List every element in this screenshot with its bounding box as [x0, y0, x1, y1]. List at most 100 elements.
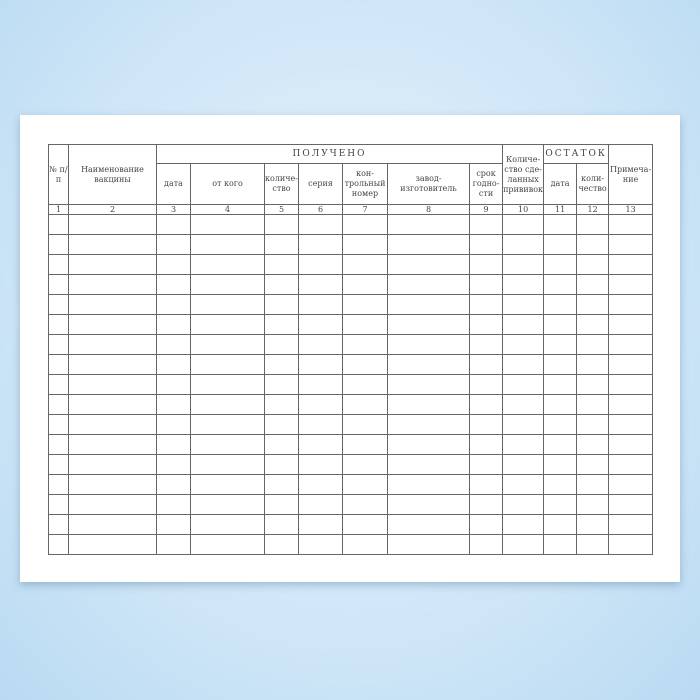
table-cell[interactable] [342, 274, 388, 295]
table-cell[interactable] [502, 314, 545, 335]
table-cell[interactable] [264, 294, 299, 315]
table-cell[interactable] [502, 334, 545, 355]
table-cell[interactable] [156, 414, 191, 435]
table-cell[interactable] [190, 394, 265, 415]
table-cell[interactable] [156, 354, 191, 375]
table-cell[interactable] [576, 294, 610, 315]
table-cell[interactable] [298, 394, 343, 415]
table-cell[interactable] [502, 234, 545, 255]
table-cell[interactable] [342, 514, 388, 535]
table-cell[interactable] [68, 314, 157, 335]
table-cell[interactable] [342, 474, 388, 495]
table-cell[interactable] [264, 334, 299, 355]
table-cell[interactable] [468, 494, 504, 515]
table-cell[interactable] [543, 294, 578, 315]
table-cell[interactable] [387, 314, 470, 335]
table-cell[interactable] [298, 234, 343, 255]
table-cell[interactable] [543, 494, 578, 515]
table-cell[interactable] [190, 274, 265, 295]
table-cell[interactable] [543, 414, 578, 435]
table-cell[interactable] [543, 314, 578, 335]
table-cell[interactable] [608, 454, 654, 475]
table-cell[interactable] [468, 454, 504, 475]
table-cell[interactable] [68, 534, 157, 555]
table-cell[interactable] [156, 234, 191, 255]
table-cell[interactable] [298, 414, 343, 435]
table-cell[interactable] [502, 514, 545, 535]
table-cell[interactable] [576, 374, 610, 395]
table-cell[interactable] [387, 534, 470, 555]
table-cell[interactable] [387, 394, 470, 415]
table-cell[interactable] [48, 334, 69, 355]
table-cell[interactable] [387, 474, 470, 495]
table-cell[interactable] [264, 434, 299, 455]
table-cell[interactable] [608, 334, 654, 355]
table-cell[interactable] [342, 494, 388, 515]
table-cell[interactable] [48, 434, 69, 455]
table-cell[interactable] [342, 374, 388, 395]
table-cell[interactable] [48, 234, 69, 255]
table-cell[interactable] [387, 214, 470, 235]
table-cell[interactable] [387, 454, 470, 475]
table-cell[interactable] [502, 494, 545, 515]
table-cell[interactable] [190, 334, 265, 355]
table-cell[interactable] [608, 254, 654, 275]
table-cell[interactable] [387, 254, 470, 275]
table-cell[interactable] [387, 334, 470, 355]
table-cell[interactable] [543, 474, 578, 495]
table-cell[interactable] [264, 454, 299, 475]
table-cell[interactable] [48, 534, 69, 555]
table-cell[interactable] [190, 234, 265, 255]
table-cell[interactable] [48, 494, 69, 515]
table-cell[interactable] [190, 514, 265, 535]
table-cell[interactable] [156, 454, 191, 475]
table-cell[interactable] [543, 454, 578, 475]
table-cell[interactable] [342, 314, 388, 335]
table-cell[interactable] [342, 434, 388, 455]
table-cell[interactable] [543, 534, 578, 555]
table-cell[interactable] [576, 254, 610, 275]
table-cell[interactable] [576, 214, 610, 235]
table-cell[interactable] [502, 534, 545, 555]
table-cell[interactable] [156, 294, 191, 315]
table-cell[interactable] [502, 294, 545, 315]
table-cell[interactable] [68, 334, 157, 355]
table-cell[interactable] [68, 514, 157, 535]
table-cell[interactable] [190, 414, 265, 435]
table-cell[interactable] [68, 394, 157, 415]
table-cell[interactable] [387, 374, 470, 395]
table-cell[interactable] [48, 474, 69, 495]
table-cell[interactable] [468, 294, 504, 315]
table-cell[interactable] [68, 414, 157, 435]
table-cell[interactable] [468, 474, 504, 495]
table-cell[interactable] [468, 374, 504, 395]
table-cell[interactable] [608, 354, 654, 375]
table-cell[interactable] [502, 454, 545, 475]
table-cell[interactable] [468, 394, 504, 415]
table-cell[interactable] [298, 354, 343, 375]
table-cell[interactable] [68, 434, 157, 455]
table-cell[interactable] [502, 354, 545, 375]
table-cell[interactable] [190, 494, 265, 515]
table-cell[interactable] [468, 274, 504, 295]
table-cell[interactable] [387, 494, 470, 515]
table-cell[interactable] [156, 394, 191, 415]
table-cell[interactable] [502, 374, 545, 395]
table-cell[interactable] [342, 254, 388, 275]
table-cell[interactable] [502, 394, 545, 415]
table-cell[interactable] [68, 274, 157, 295]
table-cell[interactable] [576, 494, 610, 515]
table-cell[interactable] [48, 394, 69, 415]
table-cell[interactable] [387, 414, 470, 435]
table-cell[interactable] [48, 414, 69, 435]
table-cell[interactable] [342, 454, 388, 475]
table-cell[interactable] [68, 374, 157, 395]
table-cell[interactable] [342, 294, 388, 315]
table-cell[interactable] [156, 534, 191, 555]
table-cell[interactable] [576, 534, 610, 555]
table-cell[interactable] [298, 434, 343, 455]
table-cell[interactable] [342, 394, 388, 415]
table-cell[interactable] [48, 274, 69, 295]
table-cell[interactable] [502, 274, 545, 295]
table-cell[interactable] [264, 214, 299, 235]
